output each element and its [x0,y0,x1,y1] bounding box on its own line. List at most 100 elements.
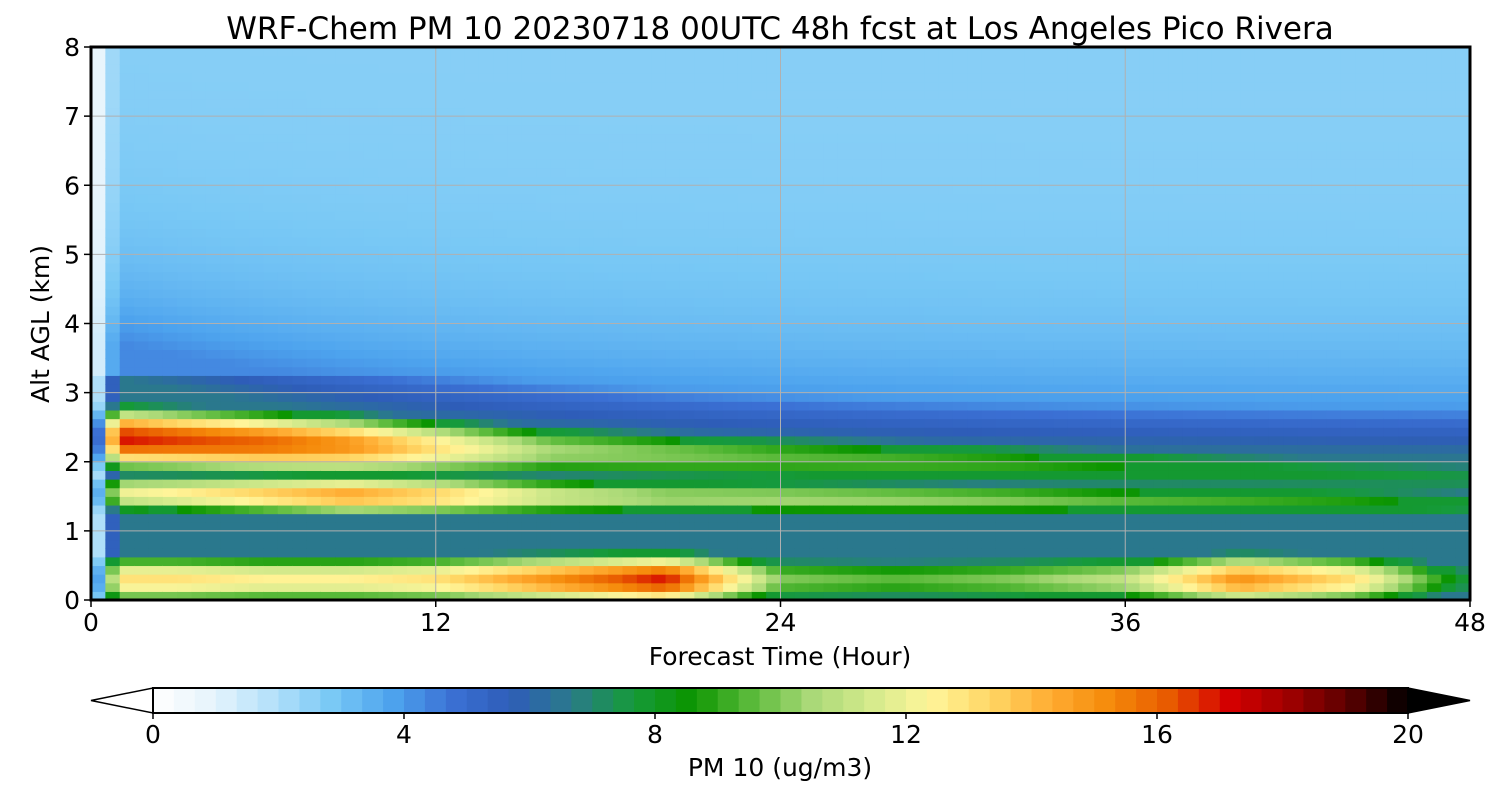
heatmap-cell [794,444,810,454]
heatmap-cell [407,219,422,230]
heatmap-cell [91,574,106,584]
heatmap-cell [119,81,135,91]
heatmap-cell [478,444,494,454]
heatmap-cell [306,202,322,212]
heatmap-cell [134,72,150,83]
heatmap-cell [794,470,810,480]
heatmap-cell [723,107,738,117]
heatmap-cell [421,306,437,316]
heatmap-cell [679,288,695,299]
heatmap-cell [665,271,681,281]
heatmap-cell [780,332,796,342]
heatmap-cell [837,582,853,592]
heatmap-cell [177,375,193,385]
heatmap-cell [435,556,451,567]
heatmap-cell [378,530,394,541]
heatmap-cell [909,565,925,575]
heatmap-cell [263,124,279,135]
heatmap-cell [1010,383,1026,394]
heatmap-cell [1153,574,1169,584]
heatmap-cell [995,98,1011,109]
heatmap-cell [593,133,609,143]
heatmap-cell [622,392,638,402]
heatmap-cell [909,513,925,523]
heatmap-cell [536,116,552,126]
heatmap-cell [938,548,954,558]
heatmap-cell [349,366,365,376]
heatmap-cell [177,479,193,489]
heatmap-cell [823,254,839,264]
heatmap-cell [909,418,925,428]
heatmap-cell [234,263,250,273]
heatmap-cell [1067,263,1083,273]
heatmap-cell [306,64,322,74]
heatmap-cell [737,530,753,541]
heatmap-cell [435,366,451,376]
heatmap-cell [579,237,595,247]
heatmap-cell [766,479,782,489]
heatmap-cell [579,427,595,437]
heatmap-cell [148,383,164,394]
heatmap-cell [967,574,983,584]
heatmap-cell [837,219,853,230]
heatmap-cell [708,271,724,281]
heatmap-cell [1053,263,1069,273]
heatmap-cell [507,332,523,342]
heatmap-cell [952,150,968,160]
heatmap-cell [378,591,394,600]
heatmap-cell [809,116,825,126]
heatmap-cell [320,159,336,169]
heatmap-cell [148,176,164,186]
heatmap-cell [249,582,264,592]
heatmap-cell [751,349,767,359]
heatmap-cell [837,142,853,152]
heatmap-cell [277,323,293,333]
heatmap-cell [306,271,322,281]
heatmap-cell [593,254,609,264]
heatmap-cell [105,375,121,385]
heatmap-cell [679,565,695,575]
heatmap-cell [349,530,365,541]
heatmap-cell [249,591,264,600]
heatmap-cell [1024,202,1040,212]
heatmap-cell [766,254,782,264]
heatmap-cell [249,487,264,497]
heatmap-cell [392,418,408,428]
heatmap-cell [407,358,422,368]
heatmap-cell [363,435,379,446]
heatmap-cell [967,176,983,186]
heatmap-cell [751,81,767,91]
heatmap-cell [320,124,336,135]
heatmap-cell [766,539,782,549]
heatmap-cell [177,418,193,428]
heatmap-cell [292,202,308,212]
heatmap-cell [378,142,394,152]
heatmap-cell [924,314,940,325]
heatmap-cell [320,401,336,411]
heatmap-cell [1139,185,1155,195]
heatmap-cell [1139,487,1155,497]
heatmap-cell [1197,392,1213,402]
heatmap-cell [809,487,825,497]
heatmap-cell [464,479,480,489]
heatmap-cell [407,565,422,575]
heatmap-cell [751,211,767,221]
heatmap-cell [148,98,164,109]
heatmap-cell [995,513,1011,523]
heatmap-cell [177,401,193,411]
heatmap-cell [521,340,537,351]
heatmap-cell [823,349,839,359]
heatmap-cell [363,107,379,117]
heatmap-cell [837,418,853,428]
heatmap-cell [694,548,710,558]
heatmap-cell [1096,271,1112,281]
heatmap-cell [881,116,897,126]
heatmap-cell [837,427,853,437]
heatmap-cell [1168,383,1184,394]
heatmap-cell [823,383,839,394]
heatmap-cell [148,254,164,264]
heatmap-cell [320,375,336,385]
heatmap-cell [995,565,1011,575]
heatmap-cell [550,340,566,351]
heatmap-cell [320,98,336,109]
